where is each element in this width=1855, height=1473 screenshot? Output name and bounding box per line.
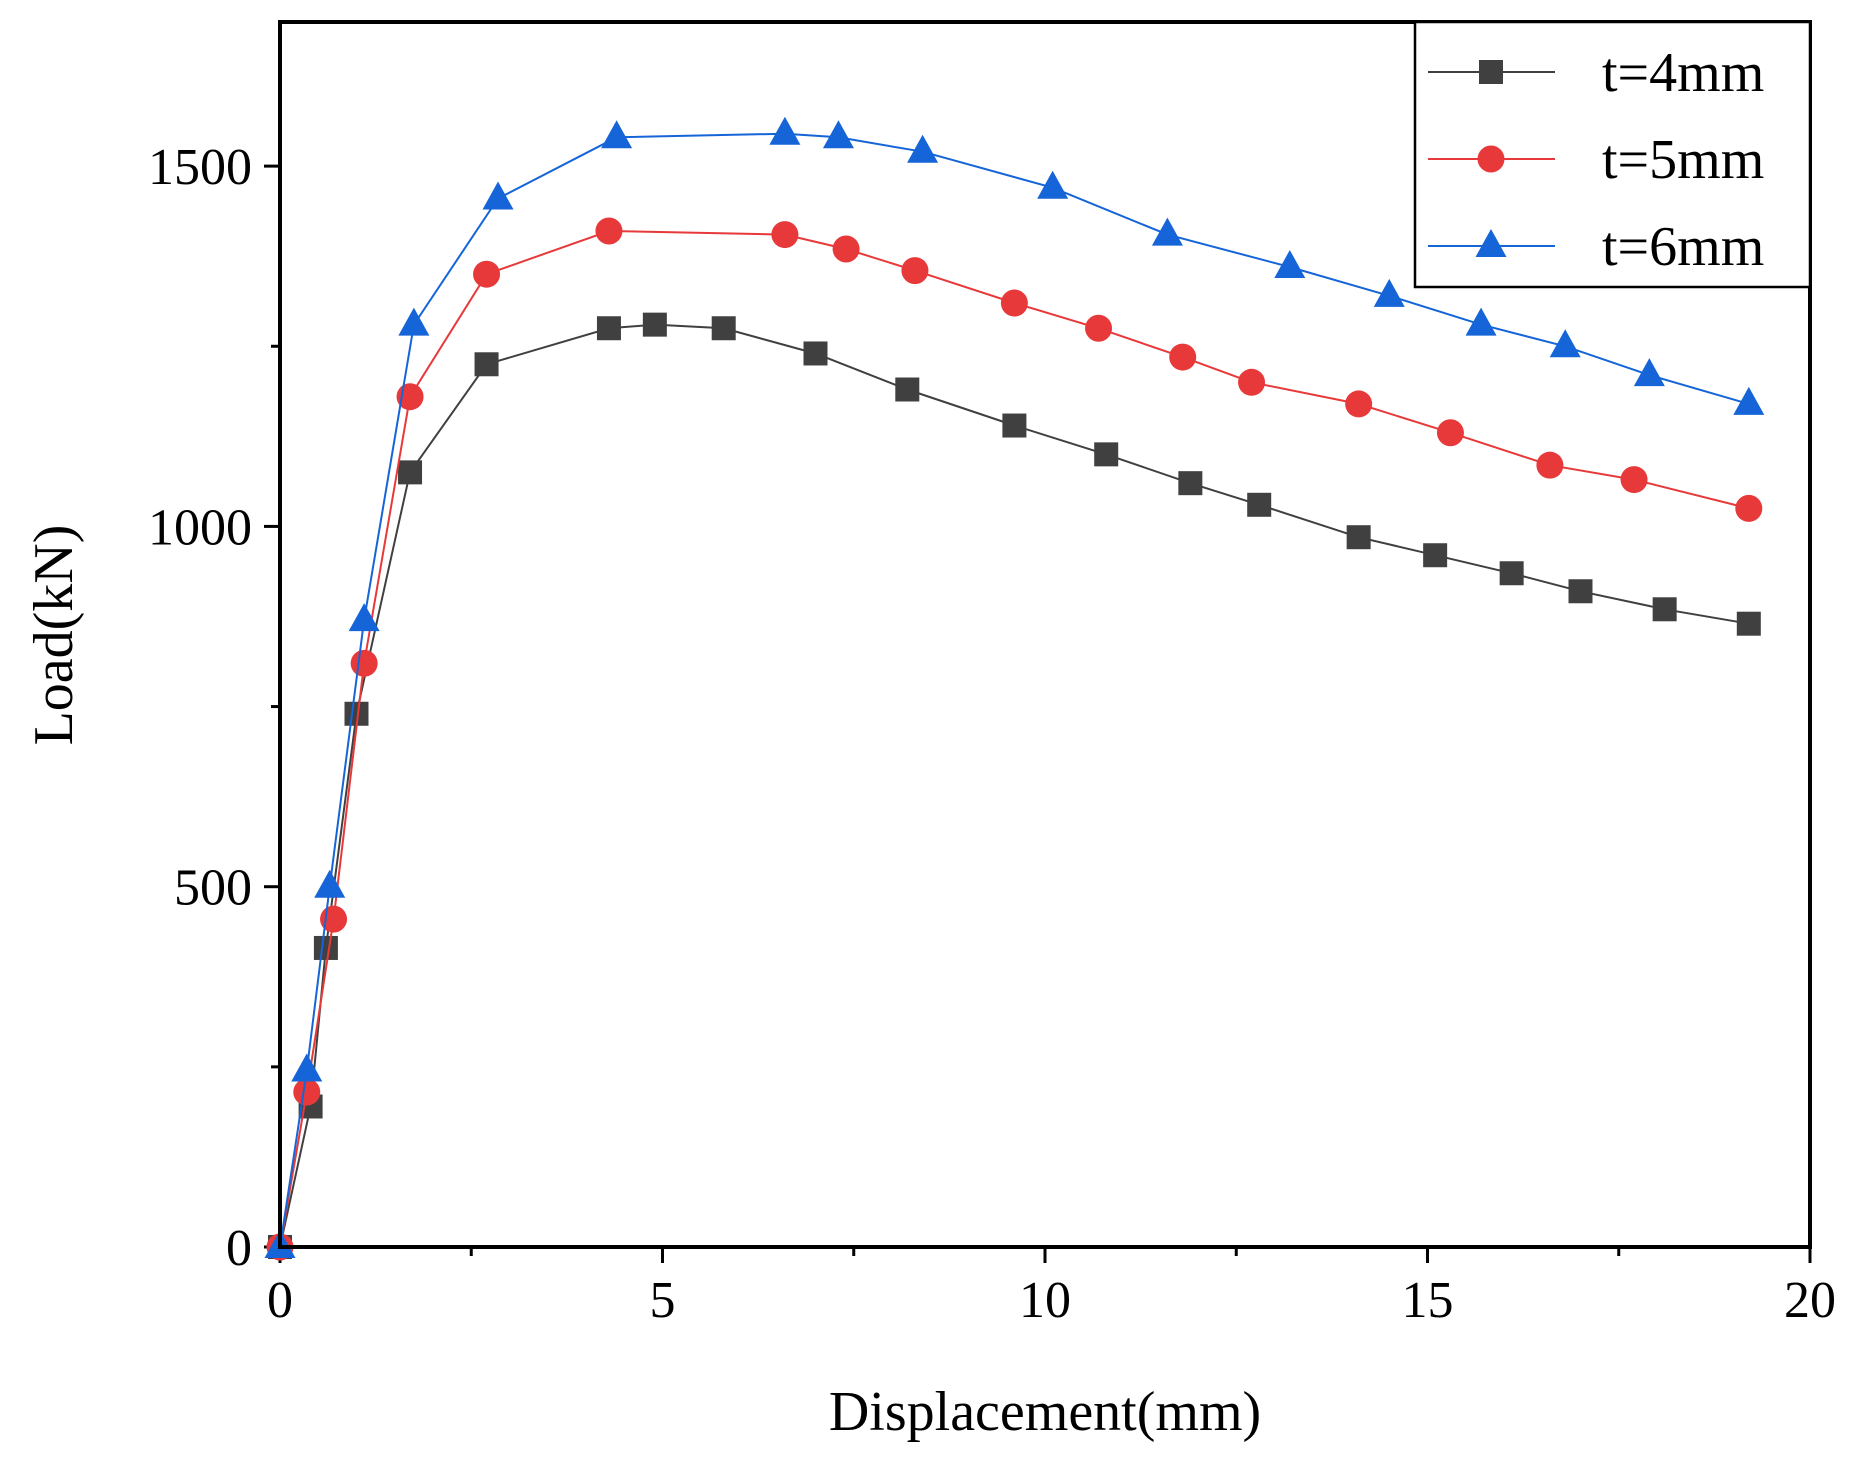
data-point xyxy=(474,352,499,377)
data-point xyxy=(1247,492,1272,517)
data-point xyxy=(771,221,799,249)
series-square xyxy=(268,312,1761,1259)
data-point xyxy=(313,935,338,960)
data-point xyxy=(1568,579,1593,604)
legend-label: t=4mm xyxy=(1602,42,1764,104)
y-tick-label: 1000 xyxy=(148,499,252,556)
plot-frame xyxy=(278,20,1812,1249)
data-point xyxy=(350,649,378,677)
data-point xyxy=(1436,419,1464,447)
data-point xyxy=(314,869,346,898)
data-point xyxy=(1345,390,1373,418)
data-point xyxy=(1178,471,1203,496)
data-point xyxy=(1536,451,1564,479)
series-circle xyxy=(266,217,1763,1261)
data-point xyxy=(1037,170,1069,199)
x-tick-label: 0 xyxy=(267,1272,293,1329)
y-tick-label: 500 xyxy=(174,860,252,917)
x-tick-label: 5 xyxy=(650,1272,676,1329)
data-point xyxy=(1465,307,1497,336)
series-triangle xyxy=(264,116,1765,1258)
data-point xyxy=(832,235,860,263)
data-point xyxy=(482,181,514,210)
data-point xyxy=(769,116,801,145)
y-tick-label: 1500 xyxy=(148,139,252,196)
data-point xyxy=(595,217,623,245)
data-point xyxy=(822,120,854,149)
series-line xyxy=(279,323,1749,1248)
legend-label: t=5mm xyxy=(1602,129,1764,191)
data-point xyxy=(1633,358,1665,387)
data-point xyxy=(711,316,736,341)
data-point xyxy=(1423,543,1448,568)
legend-marker xyxy=(1477,145,1505,173)
data-point xyxy=(895,377,920,402)
series-line xyxy=(279,229,1750,1248)
legend: t=4mm t=5mm t=6mm xyxy=(1413,20,1812,289)
data-point xyxy=(291,1053,323,1082)
x-tick-label: 15 xyxy=(1402,1272,1454,1329)
data-point xyxy=(642,312,667,337)
data-point xyxy=(1085,314,1113,342)
legend-item: t=6mm xyxy=(1428,216,1764,278)
data-point xyxy=(398,460,423,485)
data-point xyxy=(1735,494,1763,522)
data-point xyxy=(1652,597,1677,622)
data-point xyxy=(1094,442,1119,467)
legend-item: t=4mm xyxy=(1428,42,1764,104)
y-axis-title: Load(kN) xyxy=(23,525,85,746)
data-point xyxy=(1169,343,1197,371)
data-point xyxy=(348,603,380,632)
data-point xyxy=(901,257,929,285)
x-tick-label: 10 xyxy=(1019,1272,1071,1329)
data-point xyxy=(1499,561,1524,586)
legend-marker xyxy=(1475,229,1507,257)
data-point xyxy=(1274,250,1306,278)
data-point xyxy=(1373,278,1405,307)
data-point xyxy=(473,260,501,288)
x-tick-label: 20 xyxy=(1784,1272,1836,1329)
data-point xyxy=(1736,611,1761,636)
data-point xyxy=(1151,217,1183,246)
data-point xyxy=(398,307,430,336)
data-point xyxy=(803,341,828,366)
data-point xyxy=(293,1078,321,1106)
y-tick-label: 0 xyxy=(226,1220,252,1277)
x-axis-title: Displacement(mm) xyxy=(829,1381,1261,1443)
legend-label: t=6mm xyxy=(1602,216,1764,278)
legend-marker xyxy=(1479,60,1503,84)
x-axis-ticks: 0 5 10 15 20 xyxy=(267,1247,1836,1329)
y-axis-ticks: 0 500 1000 1500 xyxy=(148,139,280,1277)
series-line xyxy=(279,132,1750,1248)
data-point xyxy=(596,316,621,341)
data-point xyxy=(601,120,633,149)
data-point xyxy=(1000,289,1028,317)
series-layer xyxy=(264,116,1765,1261)
legend-item: t=5mm xyxy=(1428,129,1764,191)
data-point xyxy=(1549,329,1581,358)
data-point xyxy=(1346,525,1371,550)
data-point xyxy=(1620,466,1648,494)
data-point xyxy=(1733,386,1765,415)
data-point xyxy=(1238,368,1266,396)
data-point xyxy=(907,134,939,163)
data-point xyxy=(1002,413,1027,438)
